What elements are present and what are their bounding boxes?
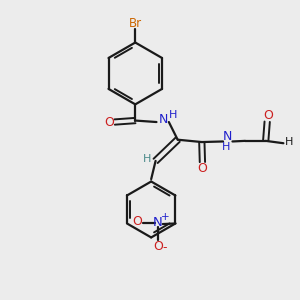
Text: O: O <box>153 240 163 253</box>
Text: H: H <box>284 137 293 147</box>
Text: Br: Br <box>129 17 142 30</box>
Text: O: O <box>132 215 142 229</box>
Text: N: N <box>158 113 168 126</box>
Text: +: + <box>160 212 169 222</box>
Text: O: O <box>104 116 114 128</box>
Text: N: N <box>153 216 163 229</box>
Text: O: O <box>197 162 207 175</box>
Text: O: O <box>263 109 273 122</box>
Text: -: - <box>162 241 166 254</box>
Text: N: N <box>223 130 232 143</box>
Text: H: H <box>222 142 231 152</box>
Text: H: H <box>169 110 178 120</box>
Text: H: H <box>143 154 152 164</box>
